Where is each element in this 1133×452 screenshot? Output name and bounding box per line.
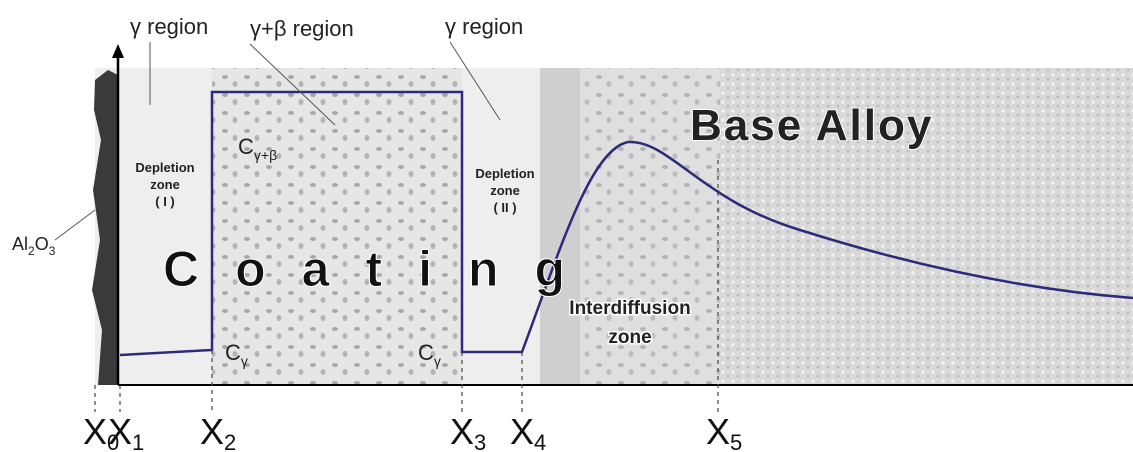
position-main: X <box>108 411 132 452</box>
oxide-part: O <box>35 234 49 254</box>
conc-main: C <box>418 340 434 365</box>
oxide-part: Al <box>12 234 28 254</box>
position-label: X4 <box>510 411 546 452</box>
coating-label: Coating <box>163 241 601 297</box>
depletion-label: ( II ) <box>493 200 516 215</box>
depletion-label: Depletion <box>475 166 534 181</box>
leader-line <box>55 210 95 240</box>
interdiffusion-label: zone <box>608 327 651 348</box>
position-label: X3 <box>450 411 486 452</box>
gamma-beta-zone <box>212 68 462 385</box>
oxide-sub: 3 <box>49 244 56 258</box>
position-main: X <box>510 411 534 452</box>
diagram: γ region γ+β region γ region Depletion z… <box>0 0 1133 452</box>
region-label: γ region <box>445 14 523 39</box>
position-sub: 3 <box>474 430 486 452</box>
position-main: X <box>200 411 224 452</box>
conc-main: C <box>238 134 254 159</box>
depletion-label: Depletion <box>135 160 194 175</box>
depletion-label: zone <box>150 177 180 192</box>
position-main: X <box>83 411 107 452</box>
conc-sub: γ <box>434 353 441 369</box>
position-sub: 4 <box>534 430 546 452</box>
region-label: γ+β region <box>250 16 354 41</box>
conc-sub: γ+β <box>254 147 277 163</box>
oxide-label: Al2O3 <box>12 234 56 258</box>
position-sub: 1 <box>132 430 144 452</box>
position-sub: 2 <box>224 430 236 452</box>
position-label: X1 <box>108 411 144 452</box>
position-label: X5 <box>706 411 742 452</box>
conc-main: C <box>225 340 241 365</box>
depletion-label: zone <box>490 183 520 198</box>
depletion-label: ( I ) <box>155 194 175 209</box>
position-label: X2 <box>200 411 236 452</box>
region-label: γ region <box>130 14 208 39</box>
position-sub: 5 <box>730 430 742 452</box>
position-main: X <box>706 411 730 452</box>
interdiffusion-label: Interdiffusion <box>569 298 690 319</box>
axis-arrow <box>112 44 124 58</box>
base-alloy-label: Base Alloy <box>690 101 933 150</box>
position-main: X <box>450 411 474 452</box>
conc-sub: γ <box>241 353 248 369</box>
